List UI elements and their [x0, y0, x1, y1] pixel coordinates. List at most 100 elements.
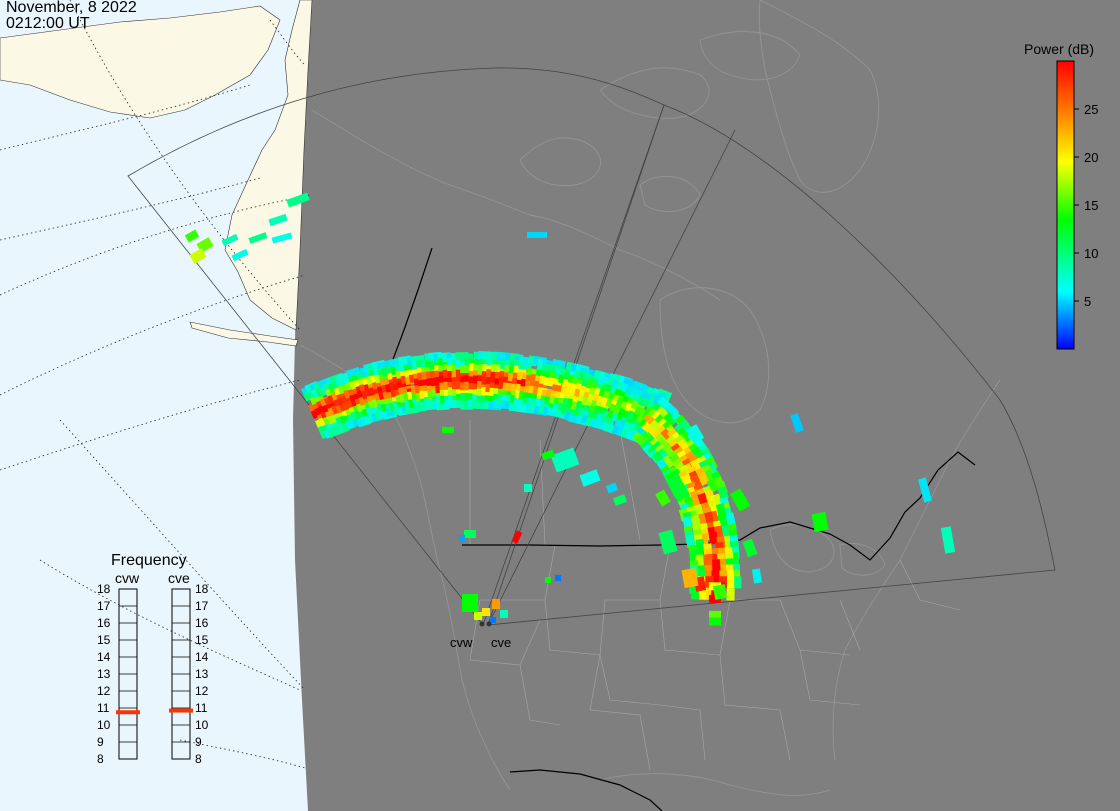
- aleutian-chain: [189, 321, 299, 347]
- echo-cell: [733, 576, 742, 589]
- echo-cell: [221, 233, 239, 247]
- echo-cell: [490, 617, 496, 623]
- freq-scale-label: 17: [195, 599, 209, 613]
- echo-cell: [940, 526, 956, 554]
- echo-cell: [524, 484, 532, 492]
- cvw-fov-outline: [127, 67, 665, 626]
- echo-cell: [231, 248, 249, 262]
- echo-cell: [550, 447, 580, 473]
- freq-scale-label: 8: [97, 752, 104, 766]
- echo-cell: [726, 588, 735, 601]
- echo-cell: [474, 612, 482, 620]
- freq-scale-label: 12: [195, 684, 209, 698]
- echo-cell: [326, 412, 342, 425]
- frequency-title: Frequency: [111, 552, 187, 569]
- echo-cell: [685, 535, 696, 549]
- frequency-scales: 8 9 10 11 12 13 14 15 16 17 18 8 9 10 11 12 13 14 15 16 17 18: [97, 582, 209, 766]
- echo-cell: [541, 449, 555, 461]
- echo-cell: [655, 489, 671, 507]
- colorbar-tick-label: 5: [1084, 294, 1091, 309]
- arctic-islands: [519, 31, 801, 212]
- echo-cell: [605, 482, 619, 494]
- freq-scale-label: 16: [97, 616, 111, 630]
- echo-cell: [612, 494, 628, 506]
- echo-cell: [726, 576, 735, 589]
- echo-cell: [248, 232, 268, 244]
- echo-cell: [685, 424, 705, 444]
- backscatter-field: [184, 192, 956, 626]
- echo-cell: [918, 477, 932, 503]
- echo-cell: [184, 229, 200, 243]
- echo-cell: [709, 610, 721, 619]
- freq-scale-label: 8: [195, 752, 202, 766]
- freq-scale-label: 18: [97, 582, 111, 596]
- site-label-cvw: cvw: [450, 635, 473, 650]
- echo-cell: [703, 511, 715, 525]
- echo-cell: [442, 427, 454, 433]
- echo-cell: [660, 455, 675, 470]
- echo-cell: [464, 530, 476, 538]
- echo-cell: [555, 575, 561, 581]
- freq-label-cvw: cvw: [115, 570, 140, 586]
- echo-cell: [482, 608, 490, 616]
- freq-scale-label: 11: [195, 701, 208, 715]
- us-mexico-border: [509, 769, 663, 811]
- echo-cell: [653, 403, 667, 411]
- freq-scale-label: 13: [195, 667, 209, 681]
- echo-cell: [459, 535, 465, 541]
- echo-cell: [511, 530, 523, 544]
- freq-label-cve: cve: [168, 570, 190, 586]
- colorbar-title: Power (dB): [1024, 41, 1094, 57]
- site-marker-cve: [486, 621, 492, 627]
- echo-cell: [663, 412, 678, 427]
- echo-cell: [712, 584, 728, 600]
- freq-scale-label: 9: [97, 735, 104, 749]
- site-label-cve: cve: [491, 635, 511, 650]
- freq-indicator-cve: [169, 708, 193, 713]
- grid-lines: [0, 0, 313, 769]
- echo-cell: [268, 213, 288, 227]
- echo-cell: [811, 511, 829, 533]
- alaska-land: [224, 0, 313, 331]
- echo-cell: [729, 488, 751, 512]
- echo-cell: [665, 474, 691, 502]
- freq-scale-label: 9: [195, 735, 202, 749]
- echo-cell: [708, 531, 719, 545]
- daylit-land: [0, 0, 313, 347]
- echo-cell: [189, 248, 207, 264]
- freq-indicator-cvw: [116, 710, 140, 715]
- arctic-coast: [311, 109, 721, 301]
- colorbar-tick-label: 25: [1084, 102, 1098, 117]
- date-label: November, 8 2022: [6, 0, 137, 16]
- echo-cell: [709, 594, 721, 603]
- freq-scale-label: 11: [97, 701, 110, 715]
- site-marker-cvw: [479, 621, 485, 627]
- echo-cell: [492, 599, 500, 609]
- cve-fov-outline: [487, 104, 1056, 626]
- freq-scale-label: 10: [195, 718, 209, 732]
- echo-cell: [717, 485, 729, 500]
- greenland-coast: [758, 0, 880, 193]
- freq-scale-label: 14: [97, 650, 111, 664]
- freq-scale-label: 16: [195, 616, 209, 630]
- colorbar-tick-label: 15: [1084, 198, 1098, 213]
- echo-cell: [286, 192, 310, 208]
- freq-scale-label: 15: [97, 633, 111, 647]
- freq-scale-label: 14: [195, 650, 209, 664]
- echo-cell: [653, 393, 667, 402]
- frequency-panel: Frequency cvw cve 8 9 10 11 12 13 14 15 16 17 18 8 9…: [97, 552, 209, 766]
- echo-cell: [742, 538, 758, 558]
- time-label: 0212:00 UT: [6, 15, 90, 32]
- echo-cell: [271, 232, 293, 244]
- echo-cell: [462, 594, 478, 612]
- gulf-coast: [599, 773, 831, 796]
- echo-cell: [579, 469, 601, 487]
- echo-cell: [790, 413, 804, 433]
- echo-cell: [309, 393, 325, 407]
- echo-cell: [658, 529, 678, 555]
- colorbar-tick-label: 10: [1084, 246, 1098, 261]
- colorbar: Power (dB) 5 10 15 20 25: [1024, 41, 1098, 350]
- echo-cell: [500, 610, 508, 618]
- echo-cell: [325, 419, 341, 433]
